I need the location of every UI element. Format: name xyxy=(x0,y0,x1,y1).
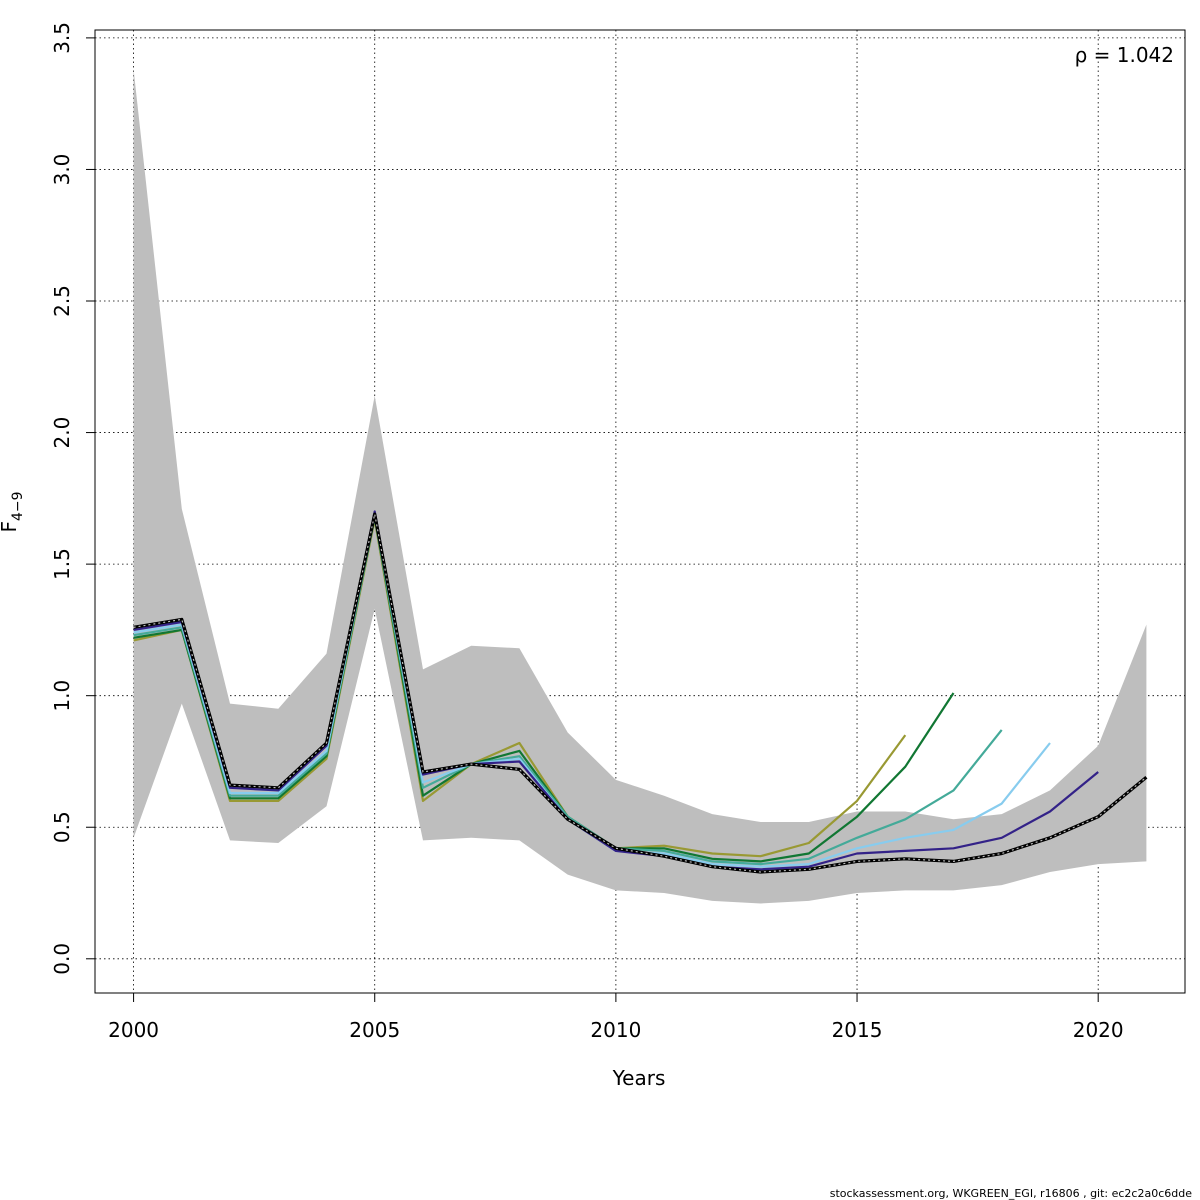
x-tick-label-2005: 2005 xyxy=(349,1018,400,1042)
series-line-peel-2017 xyxy=(133,515,955,863)
x-axis: 2000 2005 2010 2015 2020 xyxy=(108,992,1124,1042)
confidence-band xyxy=(133,69,1147,904)
y-tick-label-2.0: 2.0 xyxy=(50,417,74,449)
x-tick-label-2000: 2000 xyxy=(108,1018,159,1042)
rho-annotation: ρ = 1.042 xyxy=(1075,43,1174,67)
y-axis-title-main: F xyxy=(0,521,21,533)
y-axis-title: F4−9 xyxy=(0,491,26,532)
x-tick-label-2015: 2015 xyxy=(832,1018,883,1042)
footer-credit: stockassessment.org, WKGREEN_EGI, r16806… xyxy=(830,1187,1192,1200)
y-tick-label-0.0: 0.0 xyxy=(50,943,74,975)
x-tick-label-2010: 2010 xyxy=(590,1018,641,1042)
series-line-peel-2016 xyxy=(133,518,907,858)
series-line-base-run xyxy=(133,512,1148,874)
y-tick-label-1.5: 1.5 xyxy=(50,548,74,580)
y-tick-label-2.5: 2.5 xyxy=(50,285,74,317)
y-axis-title-subscript: 4−9 xyxy=(10,491,26,521)
series-layer xyxy=(133,510,1148,874)
y-tick-label-0.5: 0.5 xyxy=(50,811,74,843)
y-axis: 0.0 0.5 1.0 1.5 2.0 2.5 3.0 3.5 xyxy=(50,22,96,975)
x-tick-label-2020: 2020 xyxy=(1073,1018,1124,1042)
confidence-band-layer xyxy=(133,69,1147,904)
series-line-peel-2018 xyxy=(133,515,1003,866)
y-tick-label-3.0: 3.0 xyxy=(50,154,74,186)
y-tick-label-3.5: 3.5 xyxy=(50,22,74,54)
x-axis-title: Years xyxy=(612,1066,666,1090)
series-line-peel-2020 xyxy=(133,510,1099,871)
y-tick-label-1.0: 1.0 xyxy=(50,680,74,712)
